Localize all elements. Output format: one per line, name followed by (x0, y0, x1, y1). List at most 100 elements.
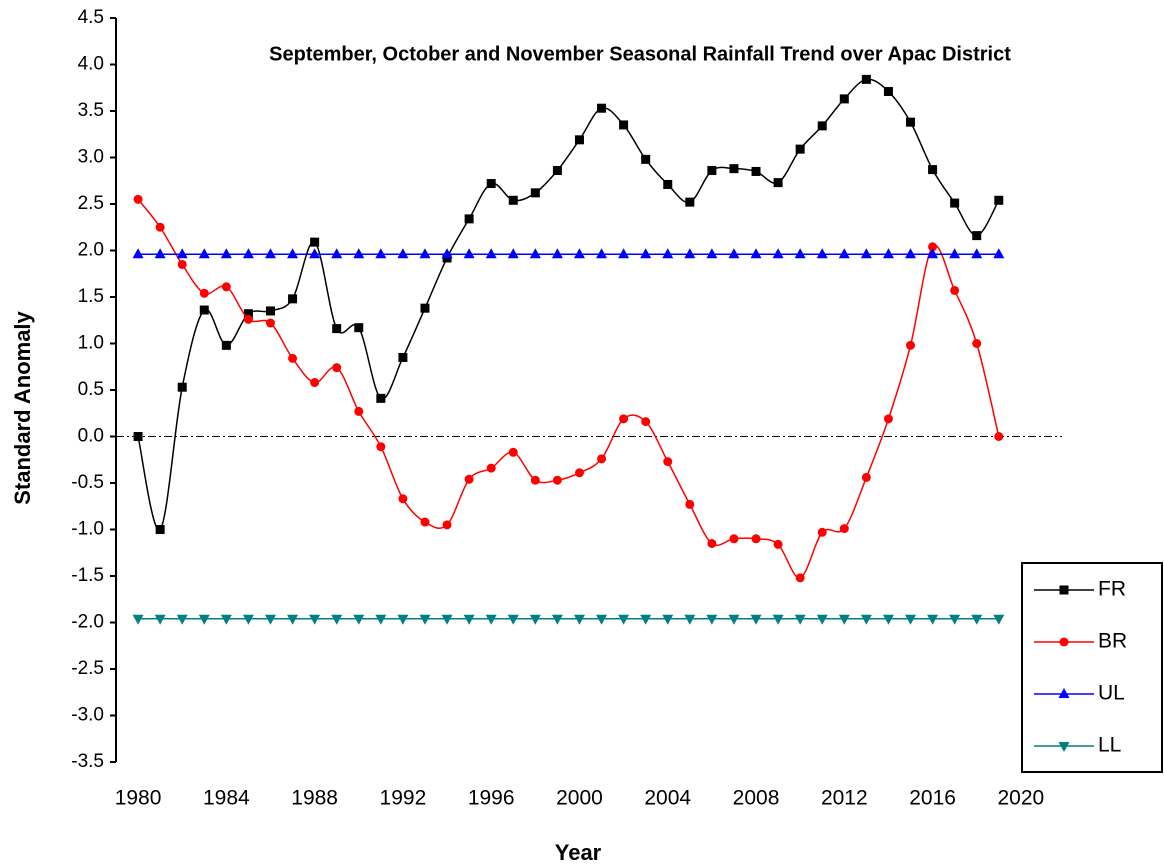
data-point (618, 614, 630, 625)
data-point (573, 614, 585, 625)
data-point (706, 248, 718, 259)
y-tick-label: 2.5 (78, 193, 104, 214)
data-point (662, 614, 674, 625)
x-tick-label: 1988 (291, 787, 338, 810)
data-point (860, 248, 872, 259)
data-point (221, 340, 231, 350)
data-point (551, 248, 563, 259)
data-point (220, 248, 232, 259)
y-tick-label: -1.0 (71, 519, 104, 540)
data-point (838, 248, 850, 259)
data-point (773, 178, 783, 188)
data-point (662, 248, 674, 259)
data-point (199, 305, 209, 315)
y-tick-label: 3.5 (78, 100, 104, 121)
data-point (288, 353, 298, 363)
chart-title: September, October and November Seasonal… (269, 43, 1011, 65)
data-point (287, 248, 299, 259)
data-point (971, 248, 983, 259)
data-point (486, 463, 496, 473)
data-point (508, 195, 518, 205)
data-point (619, 120, 629, 130)
data-point (597, 454, 607, 464)
data-point (883, 86, 893, 96)
data-point (619, 414, 629, 424)
data-point (640, 614, 652, 625)
data-point (176, 614, 188, 625)
legend-marker (1058, 742, 1070, 752)
data-point (463, 248, 475, 259)
data-point (264, 614, 276, 625)
x-tick-label: 1984 (203, 787, 250, 810)
data-point (552, 475, 562, 485)
data-point (817, 121, 827, 131)
data-point (905, 248, 917, 259)
data-point (375, 248, 387, 259)
y-tick-label: 1.5 (78, 286, 104, 307)
data-point (243, 309, 253, 319)
data-point (530, 475, 540, 485)
data-point (243, 314, 253, 324)
data-point (265, 306, 275, 316)
x-tick-label: 2020 (998, 787, 1045, 810)
data-point (376, 393, 386, 403)
data-point (441, 614, 453, 625)
data-point (398, 494, 408, 504)
data-point (332, 324, 342, 334)
data-point (242, 614, 254, 625)
data-point (597, 103, 607, 113)
legend-marker (1059, 637, 1069, 647)
data-point (574, 135, 584, 145)
data-point (309, 614, 321, 625)
data-point (882, 248, 894, 259)
legend-label: LL (1098, 734, 1121, 757)
legend-marker (1059, 585, 1069, 595)
data-point (176, 248, 188, 259)
data-point (441, 248, 453, 259)
y-tick-label: -1.5 (71, 565, 104, 586)
y-tick-label: 2.0 (78, 240, 104, 261)
y-tick-label: 4.0 (78, 54, 104, 75)
data-point (508, 447, 518, 457)
data-point (993, 614, 1005, 625)
data-point (685, 499, 695, 509)
data-point (420, 517, 430, 527)
data-point (751, 534, 761, 544)
data-point (795, 144, 805, 154)
data-point (288, 294, 298, 304)
legend-box (1021, 562, 1163, 773)
data-point (507, 248, 519, 259)
data-point (641, 154, 651, 164)
x-tick-label: 2012 (821, 787, 868, 810)
data-point (331, 614, 343, 625)
data-point (551, 614, 563, 625)
data-point (816, 614, 828, 625)
x-tick-label: 1992 (380, 787, 427, 810)
data-point (198, 614, 210, 625)
legend-label: BR (1098, 630, 1127, 653)
y-tick-label: -2.0 (71, 612, 104, 633)
data-point (641, 417, 651, 427)
data-point (353, 614, 365, 625)
data-point (155, 525, 165, 534)
data-point (442, 520, 452, 530)
data-point (552, 166, 562, 176)
y-tick-label: 3.0 (78, 147, 104, 168)
data-point (154, 614, 166, 625)
data-point (220, 614, 232, 625)
data-point (397, 614, 409, 625)
data-point (287, 614, 299, 625)
data-point (927, 614, 939, 625)
data-point (618, 248, 630, 259)
data-point (376, 442, 386, 452)
data-point (354, 323, 364, 333)
y-axis-label: Standard Anomaly (10, 310, 35, 504)
data-point (221, 282, 231, 292)
data-point (419, 248, 431, 259)
x-tick-label: 2016 (909, 787, 956, 810)
data-point (906, 340, 916, 350)
data-point (264, 248, 276, 259)
data-point (265, 318, 275, 328)
x-tick-label: 1996 (468, 787, 515, 810)
